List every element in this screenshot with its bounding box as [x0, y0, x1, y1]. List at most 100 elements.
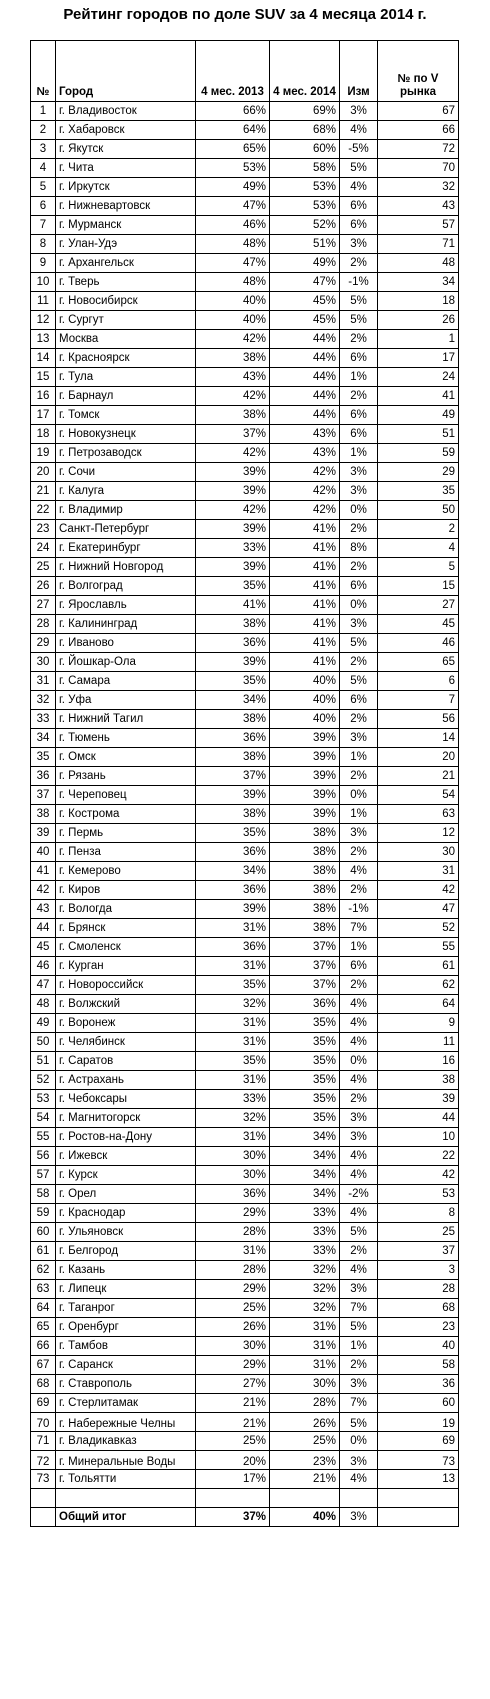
market-rank: 21	[377, 766, 459, 786]
table-row: 19 г. Петрозаводск 42% 43% 1% 59	[30, 443, 459, 463]
share-change: 3%	[339, 728, 378, 748]
city-name: г. Барнаул	[55, 386, 196, 406]
share-2014: 49%	[269, 253, 340, 273]
table-row: 48 г. Волжский 32% 36% 4% 64	[30, 994, 459, 1014]
row-number: 46	[30, 956, 56, 976]
table-row: 52 г. Астрахань 31% 35% 4% 38	[30, 1070, 459, 1090]
row-number: 7	[30, 215, 56, 235]
table-row: 65 г. Оренбург 26% 31% 5% 23	[30, 1317, 459, 1337]
share-2014: 42%	[269, 481, 340, 501]
row-number: 12	[30, 310, 56, 330]
city-name: г. Саратов	[55, 1051, 196, 1071]
share-2013: 33%	[195, 1089, 270, 1109]
row-number: 29	[30, 633, 56, 653]
share-2014: 43%	[269, 443, 340, 463]
row-number: 73	[30, 1469, 56, 1489]
share-2013: 31%	[195, 1241, 270, 1261]
share-2013: 53%	[195, 158, 270, 178]
table-row: 51 г. Саратов 35% 35% 0% 16	[30, 1051, 459, 1071]
row-number: 16	[30, 386, 56, 406]
share-2014: 42%	[269, 462, 340, 482]
row-number: 40	[30, 842, 56, 862]
row-number: 27	[30, 595, 56, 615]
table-row: 1 г. Владивосток 66% 69% 3% 67	[30, 101, 459, 121]
table-row: 33 г. Нижний Тагил 38% 40% 2% 56	[30, 709, 459, 729]
market-rank: 49	[377, 405, 459, 425]
share-2014: 30%	[269, 1374, 340, 1394]
share-2013: 35%	[195, 823, 270, 843]
share-change: 2%	[339, 842, 378, 862]
share-2013: 36%	[195, 937, 270, 957]
share-2013: 35%	[195, 975, 270, 995]
table-row: 26 г. Волгоград 35% 41% 6% 15	[30, 576, 459, 596]
share-2013: 42%	[195, 329, 270, 349]
row-number: 32	[30, 690, 56, 710]
share-2014: 38%	[269, 861, 340, 881]
city-name: г. Владимир	[55, 500, 196, 520]
share-change: 2%	[339, 652, 378, 672]
table-row: 36 г. Рязань 37% 39% 2% 21	[30, 766, 459, 786]
share-2013: 31%	[195, 1013, 270, 1033]
market-rank: 51	[377, 424, 459, 444]
row-number: 35	[30, 747, 56, 767]
share-change: -5%	[339, 139, 378, 159]
share-2013: 29%	[195, 1279, 270, 1299]
city-name: г. Якутск	[55, 139, 196, 159]
market-rank: 24	[377, 367, 459, 387]
page-title: Рейтинг городов по доле SUV за 4 месяца …	[63, 6, 427, 23]
city-name: г. Стерлитамак	[55, 1393, 196, 1413]
share-2013: 42%	[195, 500, 270, 520]
city-name: г. Воронеж	[55, 1013, 196, 1033]
row-number: 41	[30, 861, 56, 881]
share-2013: 65%	[195, 139, 270, 159]
city-name: г. Череповец	[55, 785, 196, 805]
table-row: 9 г. Архангельск 47% 49% 2% 48	[30, 253, 459, 273]
share-2014: 44%	[269, 386, 340, 406]
city-name: г. Ижевск	[55, 1146, 196, 1166]
row-number: 5	[30, 177, 56, 197]
share-2013: 34%	[195, 690, 270, 710]
share-change: 7%	[339, 1298, 378, 1318]
table-row: 20 г. Сочи 39% 42% 3% 29	[30, 462, 459, 482]
city-name: г. Новосибирск	[55, 291, 196, 311]
share-change: 2%	[339, 253, 378, 273]
city-name: г. Магнитогорск	[55, 1108, 196, 1128]
table-row: 68 г. Ставрополь 27% 30% 3% 36	[30, 1374, 459, 1394]
market-rank: 60	[377, 1393, 459, 1413]
share-2014: 34%	[269, 1146, 340, 1166]
share-2013: 37%	[195, 424, 270, 444]
city-name: г. Набережные Челны	[55, 1412, 196, 1432]
row-number: 17	[30, 405, 56, 425]
share-change: 5%	[339, 1317, 378, 1337]
share-change: 2%	[339, 557, 378, 577]
table-row: 14 г. Красноярск 38% 44% 6% 17	[30, 348, 459, 368]
market-rank: 15	[377, 576, 459, 596]
share-2014: 35%	[269, 1070, 340, 1090]
share-2013: 36%	[195, 633, 270, 653]
share-2013: 47%	[195, 196, 270, 216]
share-2013: 39%	[195, 557, 270, 577]
row-number: 25	[30, 557, 56, 577]
share-change: 6%	[339, 348, 378, 368]
spacer-row	[30, 1488, 459, 1508]
share-2013: 30%	[195, 1336, 270, 1356]
market-rank: 45	[377, 614, 459, 634]
city-name: г. Пенза	[55, 842, 196, 862]
city-name: г. Челябинск	[55, 1032, 196, 1052]
row-number: 45	[30, 937, 56, 957]
table-row: 47 г. Новороссийск 35% 37% 2% 62	[30, 975, 459, 995]
share-2013: 39%	[195, 899, 270, 919]
city-name: г. Минеральные Воды	[55, 1450, 196, 1470]
city-name: г. Петрозаводск	[55, 443, 196, 463]
share-change: 1%	[339, 937, 378, 957]
share-2013: 36%	[195, 1184, 270, 1204]
row-number: 23	[30, 519, 56, 539]
city-name: г. Рязань	[55, 766, 196, 786]
share-2013: 35%	[195, 1051, 270, 1071]
table-row: 29 г. Иваново 36% 41% 5% 46	[30, 633, 459, 653]
share-2013: 35%	[195, 576, 270, 596]
city-name: г. Мурманск	[55, 215, 196, 235]
share-2014: 38%	[269, 880, 340, 900]
share-2013: 31%	[195, 1032, 270, 1052]
city-name: г. Саранск	[55, 1355, 196, 1375]
